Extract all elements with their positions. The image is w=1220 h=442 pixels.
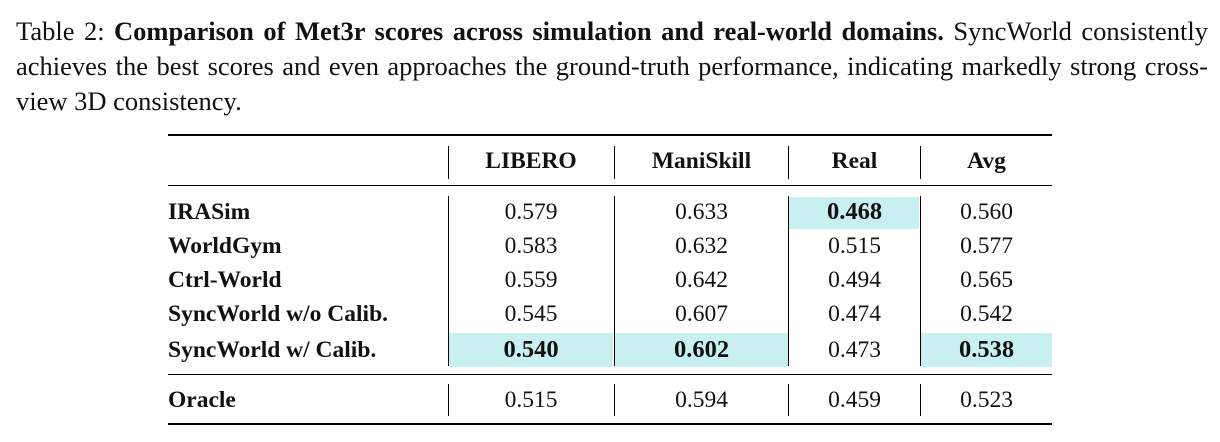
oracle-row-label: Oracle xyxy=(168,387,236,413)
oracle-cell: 0.459 xyxy=(828,387,881,413)
column-header-maniskill: ManiSkill xyxy=(651,148,752,174)
col-divider xyxy=(788,196,790,366)
table-cell: 0.560 xyxy=(960,199,1013,225)
col-divider xyxy=(920,196,922,366)
col-divider xyxy=(448,384,450,416)
col-divider xyxy=(448,196,450,366)
col-divider xyxy=(920,384,922,416)
caption-label: Table 2: xyxy=(16,16,105,46)
table-cell: 0.565 xyxy=(960,267,1013,293)
table-cell: 0.474 xyxy=(828,301,881,327)
highlight-syncworld-calib-avg xyxy=(920,333,1052,367)
column-header-avg: Avg xyxy=(967,148,1006,174)
table-cell: 0.545 xyxy=(504,301,558,327)
row-label: SyncWorld w/ Calib. xyxy=(168,337,377,363)
table-cell: 0.577 xyxy=(960,233,1013,259)
row-label: SyncWorld w/o Calib. xyxy=(168,301,389,327)
table-cell: 0.559 xyxy=(504,267,558,293)
table-cell-best: 0.602 xyxy=(673,336,730,363)
table-cell-best: 0.468 xyxy=(826,198,883,225)
oracle-cell: 0.515 xyxy=(504,387,558,413)
table-cell: 0.642 xyxy=(675,267,728,293)
caption-title: Comparison of Met3r scores across simula… xyxy=(114,16,944,46)
table-cell: 0.632 xyxy=(675,233,728,259)
row-label: Ctrl-World xyxy=(168,267,282,293)
col-divider xyxy=(614,146,616,179)
caption-text: SyncWorld consistently achieves the best… xyxy=(16,16,1208,116)
highlight-syncworld-calib-maniskill xyxy=(614,333,788,367)
table-top-rule xyxy=(168,134,1052,136)
column-header-libero: LIBERO xyxy=(485,148,577,174)
col-divider xyxy=(788,146,790,179)
oracle-cell: 0.523 xyxy=(960,387,1013,413)
col-divider xyxy=(614,384,616,416)
oracle-cell: 0.594 xyxy=(675,387,728,413)
highlight-irasim-real xyxy=(789,197,919,229)
row-label: IRASim xyxy=(168,199,251,225)
col-divider xyxy=(614,196,616,366)
col-divider xyxy=(920,146,922,179)
table-cell: 0.494 xyxy=(828,267,881,293)
table-cell: 0.579 xyxy=(504,199,558,225)
highlight-syncworld-calib-libero xyxy=(449,333,613,367)
table-cell: 0.607 xyxy=(675,301,728,327)
column-header-real: Real xyxy=(831,148,878,174)
col-divider xyxy=(788,384,790,416)
table-cell: 0.583 xyxy=(504,233,558,259)
table-cell: 0.515 xyxy=(828,233,881,259)
header-rule xyxy=(168,185,1052,187)
table-cell: 0.633 xyxy=(675,199,728,225)
table-bottom-rule xyxy=(168,423,1052,425)
table-cell-best: 0.540 xyxy=(503,336,559,363)
row-label: WorldGym xyxy=(168,233,282,259)
table-cell: 0.473 xyxy=(828,337,881,363)
col-divider xyxy=(448,146,450,179)
oracle-rule xyxy=(168,374,1052,376)
table-caption: Table 2: Comparison of Met3r scores acro… xyxy=(16,14,1208,119)
table-cell: 0.542 xyxy=(960,301,1013,327)
table-cell-best: 0.538 xyxy=(958,336,1015,363)
